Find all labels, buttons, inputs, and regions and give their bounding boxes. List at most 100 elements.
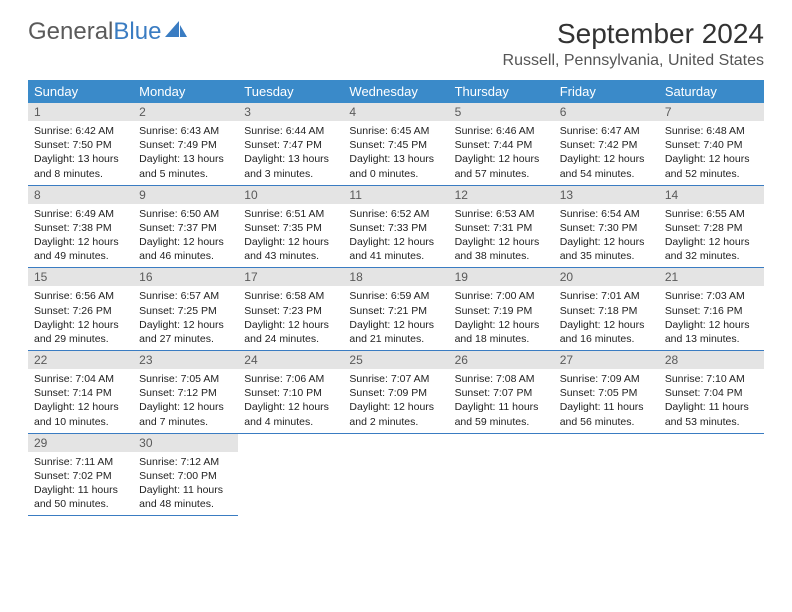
day-number: 8 [28,186,133,204]
day-body: Sunrise: 6:45 AMSunset: 7:45 PMDaylight:… [343,121,448,185]
calendar-cell: 17Sunrise: 6:58 AMSunset: 7:23 PMDayligh… [238,268,343,351]
sunset-text: Sunset: 7:30 PM [560,221,653,235]
weekday-header: Monday [133,80,238,103]
sunset-text: Sunset: 7:40 PM [665,138,758,152]
calendar-cell: 18Sunrise: 6:59 AMSunset: 7:21 PMDayligh… [343,268,448,351]
daylight-text: Daylight: 11 hours and 53 minutes. [665,400,758,428]
calendar-cell: 5Sunrise: 6:46 AMSunset: 7:44 PMDaylight… [449,103,554,185]
day-body: Sunrise: 6:49 AMSunset: 7:38 PMDaylight:… [28,204,133,268]
sunrise-text: Sunrise: 6:58 AM [244,289,337,303]
day-number: 23 [133,351,238,369]
sunset-text: Sunset: 7:49 PM [139,138,232,152]
sunset-text: Sunset: 7:33 PM [349,221,442,235]
sunrise-text: Sunrise: 6:43 AM [139,124,232,138]
daylight-text: Daylight: 12 hours and 54 minutes. [560,152,653,180]
day-body: Sunrise: 7:07 AMSunset: 7:09 PMDaylight:… [343,369,448,433]
sunrise-text: Sunrise: 7:01 AM [560,289,653,303]
sail-icon [165,18,187,46]
day-body: Sunrise: 6:51 AMSunset: 7:35 PMDaylight:… [238,204,343,268]
sunset-text: Sunset: 7:28 PM [665,221,758,235]
day-number: 13 [554,186,659,204]
calendar-cell: 15 Sunrise: 6:56 AMSunset: 7:26 PMDayligh… [28,268,133,351]
day-number: 17 [238,268,343,286]
sunrise-text: Sunrise: 6:54 AM [560,207,653,221]
day-body: Sunrise: 6:44 AMSunset: 7:47 PMDaylight:… [238,121,343,185]
day-body: Sunrise: 7:10 AMSunset: 7:04 PMDaylight:… [659,369,764,433]
calendar-week-row: 15Sunrise: 6:56 AMSunset: 7:26 PMDayligh… [28,268,764,351]
sunrise-text: Sunrise: 6:50 AM [139,207,232,221]
header: GeneralBlue September 2024 Russell, Penn… [28,18,764,70]
sunrise-text: Sunrise: 6:47 AM [560,124,653,138]
sunrise-text: Sunrise: 6:52 AM [349,207,442,221]
day-body: Sunrise: 6:42 AMSunset: 7:50 PMDaylight:… [28,121,133,185]
daylight-text: Daylight: 12 hours and 2 minutes. [349,400,442,428]
calendar-cell: 8Sunrise: 6:49 AMSunset: 7:38 PMDaylight… [28,185,133,268]
day-number: 15 [28,268,133,286]
calendar-week-row: 29Sunrise: 7:11 AMSunset: 7:02 PMDayligh… [28,433,764,516]
calendar-cell: 4Sunrise: 6:45 AMSunset: 7:45 PMDaylight… [343,103,448,185]
daylight-text: Daylight: 13 hours and 0 minutes. [349,152,442,180]
calendar-cell: 20Sunrise: 7:01 AMSunset: 7:18 PMDayligh… [554,268,659,351]
daylight-text: Daylight: 11 hours and 50 minutes. [34,483,127,511]
calendar-cell: 21Sunrise: 7:03 AMSunset: 7:16 PMDayligh… [659,268,764,351]
weekday-header: Friday [554,80,659,103]
day-body: Sunrise: 6:54 AMSunset: 7:30 PMDaylight:… [554,204,659,268]
sunrise-text: Sunrise: 7:00 AM [455,289,548,303]
day-number: 3 [238,103,343,121]
day-number: 22 [28,351,133,369]
day-body: Sunrise: 7:08 AMSunset: 7:07 PMDaylight:… [449,369,554,433]
sunset-text: Sunset: 7:25 PM [139,304,232,318]
calendar-week-row: 1Sunrise: 6:42 AMSunset: 7:50 PMDaylight… [28,103,764,185]
day-number: 24 [238,351,343,369]
sunset-text: Sunset: 7:12 PM [139,386,232,400]
daylight-text: Daylight: 12 hours and 16 minutes. [560,318,653,346]
day-number: 10 [238,186,343,204]
weekday-header: Wednesday [343,80,448,103]
day-number: 12 [449,186,554,204]
sunrise-text: Sunrise: 6:56 AM [34,289,127,303]
sunrise-text: Sunrise: 6:59 AM [349,289,442,303]
sunrise-text: Sunrise: 7:05 AM [139,372,232,386]
calendar-cell: 13Sunrise: 6:54 AMSunset: 7:30 PMDayligh… [554,185,659,268]
sunset-text: Sunset: 7:16 PM [665,304,758,318]
calendar-cell: 7Sunrise: 6:48 AMSunset: 7:40 PMDaylight… [659,103,764,185]
sunset-text: Sunset: 7:10 PM [244,386,337,400]
day-number: 4 [343,103,448,121]
page: GeneralBlue September 2024 Russell, Penn… [0,0,792,612]
page-title: September 2024 [503,18,764,50]
daylight-text: Daylight: 11 hours and 56 minutes. [560,400,653,428]
sunrise-text: Sunrise: 6:45 AM [349,124,442,138]
calendar-week-row: 22Sunrise: 7:04 AMSunset: 7:14 PMDayligh… [28,351,764,434]
sunset-text: Sunset: 7:07 PM [455,386,548,400]
day-body: Sunrise: 6:47 AMSunset: 7:42 PMDaylight:… [554,121,659,185]
sunset-text: Sunset: 7:44 PM [455,138,548,152]
daylight-text: Daylight: 12 hours and 13 minutes. [665,318,758,346]
day-number: 19 [449,268,554,286]
calendar-cell: 16Sunrise: 6:57 AMSunset: 7:25 PMDayligh… [133,268,238,351]
day-body: Sunrise: 7:05 AMSunset: 7:12 PMDaylight:… [133,369,238,433]
day-number: 1 [28,103,133,121]
title-block: September 2024 Russell, Pennsylvania, Un… [503,18,764,70]
calendar-cell: 27Sunrise: 7:09 AMSunset: 7:05 PMDayligh… [554,351,659,434]
sunset-text: Sunset: 7:38 PM [34,221,127,235]
sunrise-text: Sunrise: 6:53 AM [455,207,548,221]
day-number: 26 [449,351,554,369]
daylight-text: Daylight: 12 hours and 29 minutes. [34,318,127,346]
sunset-text: Sunset: 7:05 PM [560,386,653,400]
daylight-text: Daylight: 12 hours and 32 minutes. [665,235,758,263]
day-body: Sunrise: 6:48 AMSunset: 7:40 PMDaylight:… [659,121,764,185]
calendar-cell: 3Sunrise: 6:44 AMSunset: 7:47 PMDaylight… [238,103,343,185]
calendar-cell: 1Sunrise: 6:42 AMSunset: 7:50 PMDaylight… [28,103,133,185]
sunset-text: Sunset: 7:26 PM [34,304,127,318]
sunset-text: Sunset: 7:14 PM [34,386,127,400]
day-number: 27 [554,351,659,369]
weekday-header: Sunday [28,80,133,103]
daylight-text: Daylight: 12 hours and 18 minutes. [455,318,548,346]
calendar-cell [449,433,554,516]
day-number: 18 [343,268,448,286]
calendar-cell: 24Sunrise: 7:06 AMSunset: 7:10 PMDayligh… [238,351,343,434]
daylight-text: Daylight: 12 hours and 38 minutes. [455,235,548,263]
calendar-week-row: 8Sunrise: 6:49 AMSunset: 7:38 PMDaylight… [28,185,764,268]
logo-text-1: General [28,18,113,46]
day-number: 9 [133,186,238,204]
